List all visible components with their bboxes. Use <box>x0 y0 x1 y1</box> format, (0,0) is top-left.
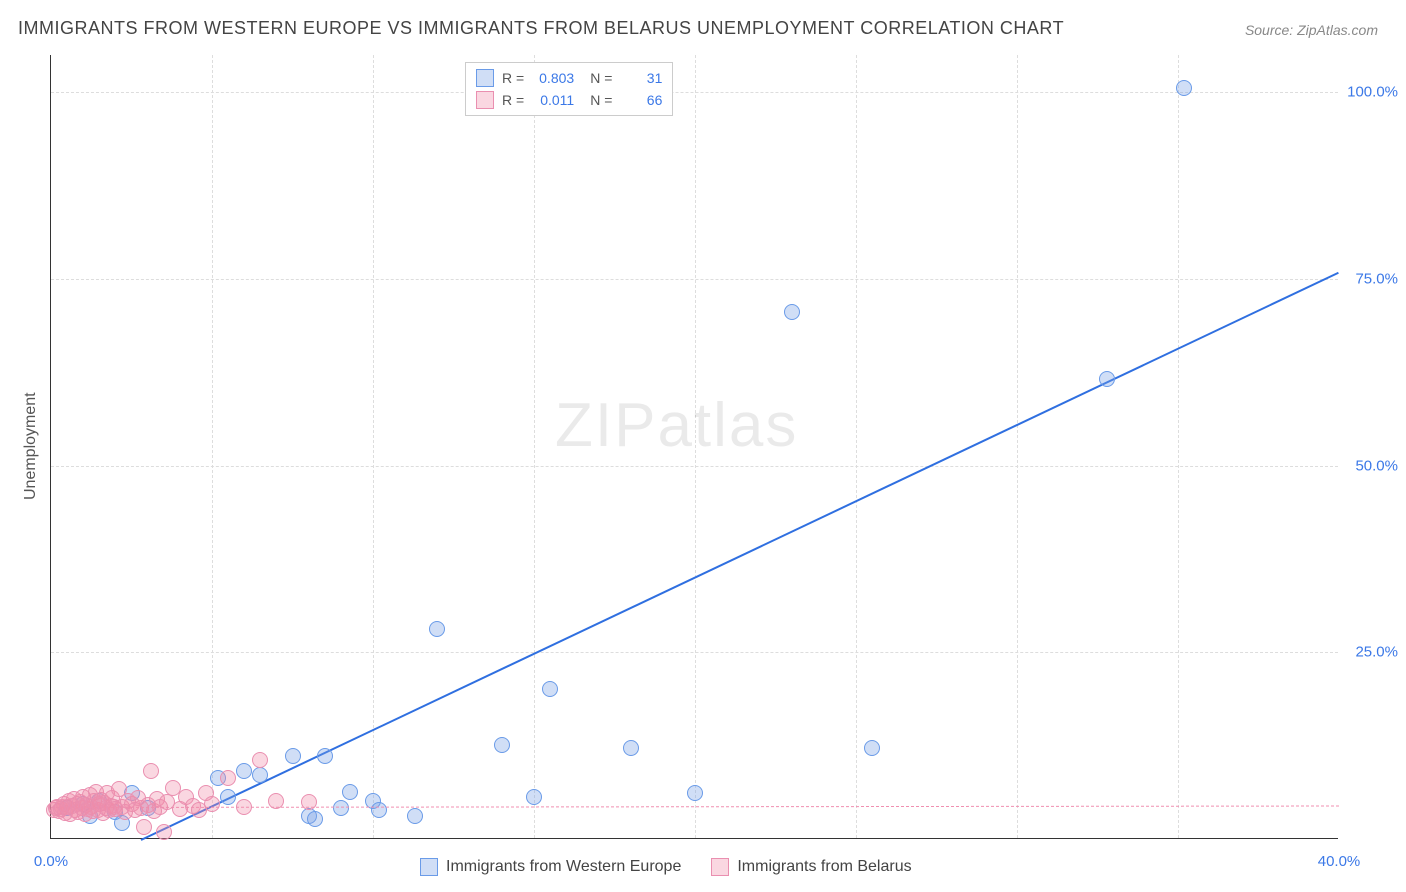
legend-stats-row: R = 0.803 N = 31 <box>476 67 662 89</box>
scatter-point <box>136 819 152 835</box>
scatter-point <box>301 794 317 810</box>
legend-r-label: R = <box>502 92 524 108</box>
scatter-point <box>307 811 323 827</box>
scatter-point <box>371 802 387 818</box>
legend-stats-box: R = 0.803 N = 31 R = 0.011 N = 66 <box>465 62 673 116</box>
legend-r-value: 0.011 <box>532 92 574 108</box>
legend-n-value: 31 <box>620 70 662 86</box>
scatter-point <box>317 748 333 764</box>
scatter-point <box>687 785 703 801</box>
legend-stats-row: R = 0.011 N = 66 <box>476 89 662 111</box>
legend-swatch <box>476 69 494 87</box>
chart-title: IMMIGRANTS FROM WESTERN EUROPE VS IMMIGR… <box>18 18 1064 39</box>
scatter-point <box>236 763 252 779</box>
x-tick-label: 40.0% <box>1318 853 1361 870</box>
scatter-point <box>220 770 236 786</box>
scatter-point <box>1099 371 1115 387</box>
bottom-legend-label: Immigrants from Western Europe <box>446 858 681 876</box>
scatter-point <box>252 752 268 768</box>
bottom-legend-label: Immigrants from Belarus <box>737 858 911 876</box>
scatter-point <box>252 767 268 783</box>
scatter-point <box>143 763 159 779</box>
legend-r-label: R = <box>502 70 524 86</box>
bottom-legend: Immigrants from Western Europe Immigrants… <box>420 858 912 876</box>
x-tick-label: 0.0% <box>34 853 68 870</box>
bottom-legend-item: Immigrants from Western Europe <box>420 858 681 876</box>
y-tick-label: 50.0% <box>1355 457 1398 474</box>
gridline-vertical <box>1017 55 1018 838</box>
scatter-point <box>542 681 558 697</box>
y-tick-label: 25.0% <box>1355 644 1398 661</box>
scatter-point <box>236 799 252 815</box>
gridline-vertical <box>212 55 213 838</box>
legend-swatch <box>476 91 494 109</box>
gridline-vertical <box>373 55 374 838</box>
y-tick-label: 75.0% <box>1355 271 1398 288</box>
scatter-point <box>333 800 349 816</box>
legend-r-value: 0.803 <box>532 70 574 86</box>
scatter-point <box>342 784 358 800</box>
scatter-point <box>156 824 172 840</box>
scatter-point <box>494 737 510 753</box>
bottom-legend-item: Immigrants from Belarus <box>711 858 911 876</box>
scatter-point <box>220 789 236 805</box>
legend-n-label: N = <box>590 70 612 86</box>
gridline-vertical <box>534 55 535 838</box>
plot-area: 25.0%50.0%75.0%100.0%0.0%40.0% <box>50 55 1338 839</box>
y-tick-label: 100.0% <box>1347 84 1398 101</box>
legend-n-label: N = <box>590 92 612 108</box>
scatter-point <box>526 789 542 805</box>
legend-swatch <box>711 858 729 876</box>
gridline-vertical <box>856 55 857 838</box>
scatter-point <box>407 808 423 824</box>
gridline-vertical <box>1178 55 1179 838</box>
legend-n-value: 66 <box>620 92 662 108</box>
source-label: Source: ZipAtlas.com <box>1245 22 1378 38</box>
gridline-vertical <box>695 55 696 838</box>
scatter-point <box>285 748 301 764</box>
scatter-point <box>623 740 639 756</box>
scatter-point <box>864 740 880 756</box>
scatter-point <box>429 621 445 637</box>
y-axis-label: Unemployment <box>22 392 40 500</box>
scatter-point <box>1176 80 1192 96</box>
legend-swatch <box>420 858 438 876</box>
scatter-point <box>268 793 284 809</box>
scatter-point <box>784 304 800 320</box>
scatter-point <box>204 796 220 812</box>
